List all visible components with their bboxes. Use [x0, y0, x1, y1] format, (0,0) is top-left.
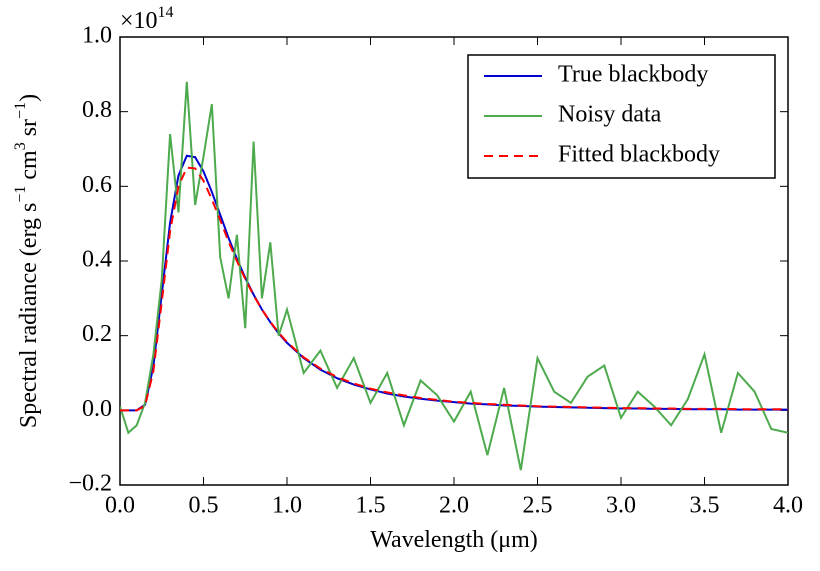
x-axis-label-part: m)	[511, 527, 538, 553]
x-tick-label: 1.0	[272, 493, 302, 519]
y-axis-label-part: Spectral radiance (erg s	[16, 203, 42, 428]
legend-label: Noisy data	[558, 102, 662, 128]
y-axis-label-part: )	[16, 94, 42, 102]
x-axis-label-part: μ	[498, 527, 511, 553]
y-tick-label: 0.4	[82, 247, 112, 273]
y-tick-label: 0.6	[82, 172, 112, 198]
y-tick-label: 1.0	[82, 23, 112, 49]
y-axis-label-part: 3	[12, 142, 29, 150]
y-offset-text-part: 14	[158, 4, 174, 21]
y-offset-text-part: ×10	[120, 8, 158, 34]
series-line	[120, 166, 788, 412]
y-axis-label-part: cm	[16, 150, 42, 186]
y-axis-label: Spectral radiance (erg s−1 cm3 sr−1)	[12, 94, 41, 428]
series-line	[120, 154, 788, 412]
x-tick-label: 1.5	[356, 493, 386, 519]
x-tick-label: 3.0	[606, 493, 636, 519]
legend-label: True blackbody	[558, 62, 708, 88]
x-tick-label: 2.5	[523, 493, 553, 519]
y-tick-label: 0.0	[82, 396, 112, 422]
legend: True blackbody Noisy data Fitted blackbody	[467, 54, 776, 179]
x-tick-label: 4.0	[773, 493, 803, 519]
y-axis-label-part: sr	[16, 119, 42, 142]
series-line	[120, 81, 788, 471]
legend-label: Fitted blackbody	[558, 142, 720, 168]
x-tick-label: 2.0	[439, 493, 469, 519]
y-tick-label: −0.2	[68, 471, 112, 497]
x-tick-label: 0.0	[105, 493, 135, 519]
y-offset-text: ×1014	[120, 4, 174, 33]
y-tick-label: 0.2	[82, 321, 112, 347]
x-axis-label-part: Wavelength (	[370, 527, 498, 553]
y-axis-label-part: −1	[12, 102, 29, 119]
x-tick-label: 0.5	[189, 493, 219, 519]
x-axis-label: Wavelength (μm)	[370, 527, 538, 553]
y-tick-label: 0.8	[82, 97, 112, 123]
y-axis-label-part: −1	[12, 186, 29, 203]
x-tick-label: 3.5	[690, 493, 720, 519]
